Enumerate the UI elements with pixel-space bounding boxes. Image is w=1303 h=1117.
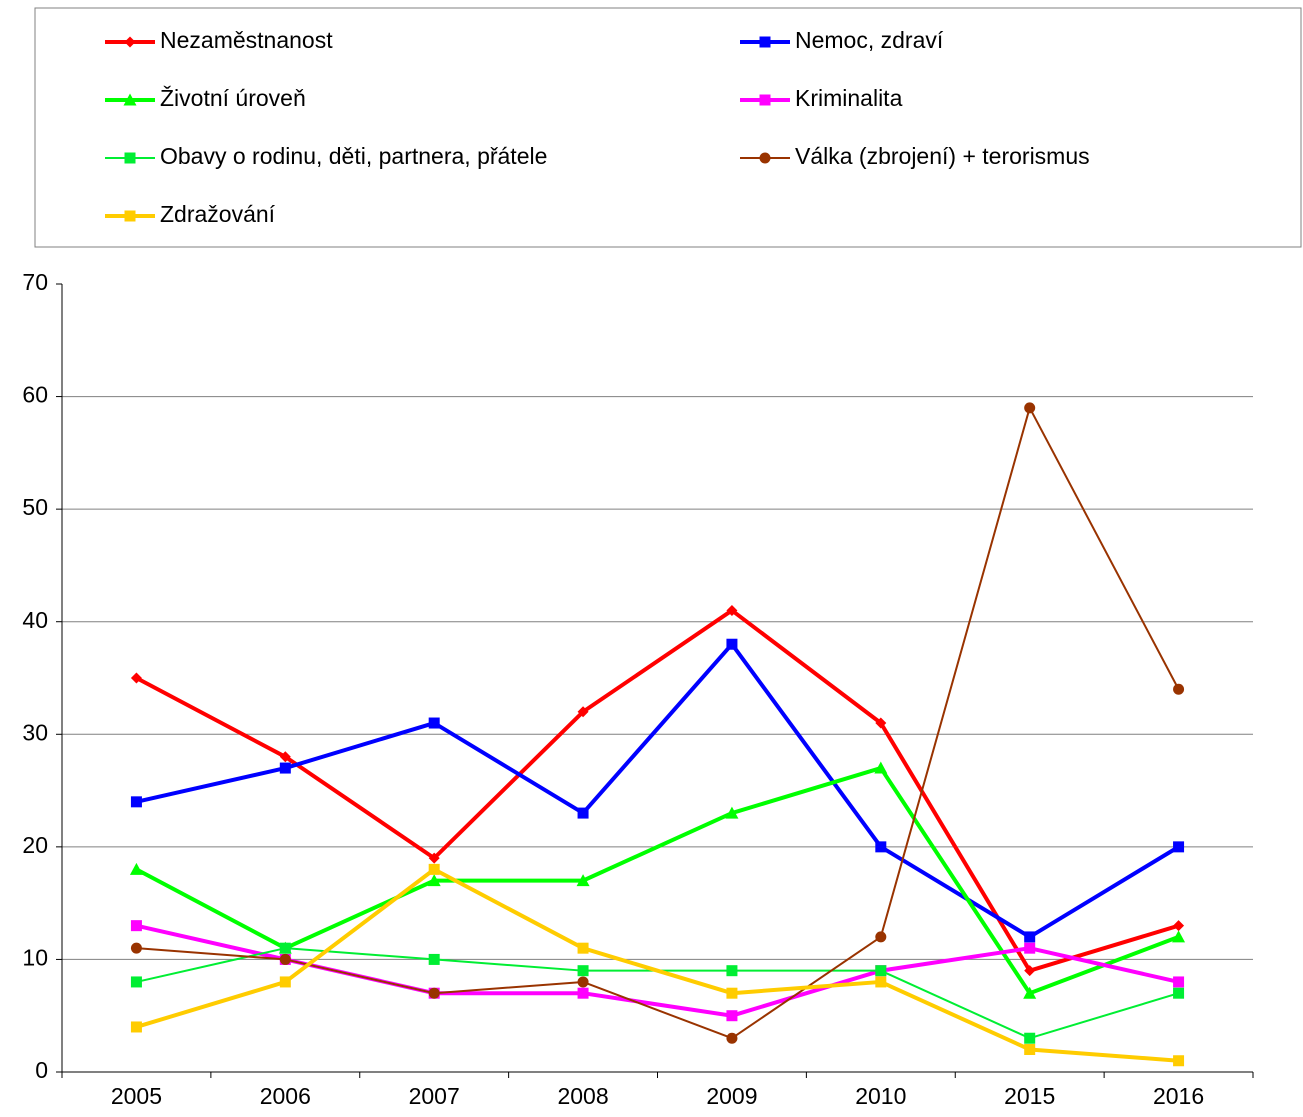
data-point (130, 796, 142, 808)
data-point (577, 987, 589, 999)
y-tick-label: 50 (22, 494, 48, 520)
data-point (130, 672, 142, 684)
data-point (576, 874, 590, 887)
data-point (726, 638, 738, 650)
y-tick-label: 10 (22, 945, 48, 971)
y-tick-label: 0 (35, 1057, 48, 1083)
data-point (1173, 987, 1185, 999)
data-point (726, 1032, 738, 1044)
legend-marker (124, 210, 136, 222)
data-point (874, 761, 888, 774)
data-point (1173, 920, 1185, 932)
data-point (1024, 1032, 1036, 1044)
data-point (875, 965, 887, 977)
y-tick-label: 40 (22, 607, 48, 633)
series-line (135, 766, 1180, 996)
data-point (1172, 930, 1186, 943)
legend-marker (123, 93, 137, 106)
x-tick-label: 2006 (260, 1083, 311, 1109)
y-tick-label: 30 (22, 719, 48, 745)
legend-label: Kriminalita (795, 85, 903, 111)
x-tick-label: 2007 (409, 1083, 460, 1109)
y-tick-label: 70 (22, 269, 48, 295)
y-tick-label: 20 (22, 832, 48, 858)
data-point (279, 762, 291, 774)
legend-box (34, 7, 1302, 248)
x-tick-label: 2005 (111, 1083, 162, 1109)
legend-marker (124, 36, 136, 48)
data-point (428, 987, 440, 999)
x-tick-label: 2010 (855, 1083, 906, 1109)
data-point (577, 706, 589, 718)
series-line (135, 867, 1179, 1063)
data-point (577, 965, 589, 977)
data-point (427, 874, 441, 887)
data-point (428, 852, 440, 864)
legend-label: Životní úroveň (160, 85, 306, 111)
data-point (130, 920, 142, 932)
series-line (135, 608, 1180, 973)
legend-label: Zdražování (160, 201, 276, 227)
data-point (1024, 402, 1036, 414)
data-point (279, 751, 291, 763)
data-point (1024, 965, 1036, 977)
data-point (1024, 931, 1036, 943)
data-point (577, 807, 589, 819)
data-point (130, 942, 142, 954)
legend-label: Obavy o rodinu, děti, partnera, přátele (160, 143, 547, 169)
data-point (577, 942, 589, 954)
data-point (875, 976, 887, 988)
x-tick-label: 2016 (1153, 1083, 1204, 1109)
data-point (130, 976, 142, 988)
y-tick-label: 60 (22, 382, 48, 408)
data-point (428, 863, 440, 875)
data-point (279, 942, 291, 954)
data-point (725, 806, 739, 819)
series-line (135, 642, 1180, 939)
data-point (1173, 841, 1185, 853)
x-tick-label: 2015 (1004, 1083, 1055, 1109)
legend-marker (124, 152, 136, 164)
data-point (1023, 986, 1037, 999)
data-point (875, 841, 887, 853)
data-point (726, 987, 738, 999)
data-point (428, 717, 440, 729)
data-point (726, 1010, 738, 1022)
data-point (1024, 1043, 1036, 1055)
legend-label: Nemoc, zdraví (795, 27, 944, 53)
data-point (1173, 683, 1185, 695)
x-tick-label: 2008 (557, 1083, 608, 1109)
legend-label: Nezaměstnanost (160, 27, 333, 53)
data-point (577, 976, 589, 988)
data-point (279, 976, 291, 988)
data-point (129, 862, 143, 875)
data-point (875, 717, 887, 729)
data-point (875, 931, 887, 943)
data-point (1024, 942, 1036, 954)
data-point (1173, 1055, 1185, 1067)
data-point (726, 965, 738, 977)
data-point (726, 604, 738, 616)
legend-label: Válka (zbrojení) + terorismus (795, 143, 1090, 169)
x-tick-label: 2009 (706, 1083, 757, 1109)
data-point (1173, 976, 1185, 988)
legend-marker (759, 94, 771, 106)
data-point (279, 953, 291, 965)
data-point (130, 1021, 142, 1033)
legend-marker (759, 152, 771, 164)
data-point (428, 953, 440, 965)
legend-marker (759, 36, 771, 48)
